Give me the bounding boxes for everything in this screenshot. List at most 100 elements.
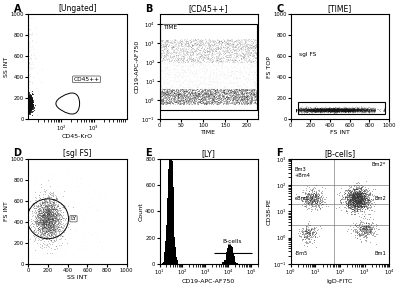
Point (25, 25, 32, 29)
Point (25, 53, 32, 58)
Point (334, 109, 340, 113)
Point (198, 37, 204, 42)
Point (192, 92, 198, 97)
Point (25, 65, 32, 69)
Point (322, 108, 329, 113)
Point (358, 188, 364, 193)
Point (202, 47, 209, 52)
Point (317, 108, 323, 112)
Point (316, 107, 322, 111)
Point (350, 194, 357, 198)
Point (346, 109, 353, 114)
Point (337, 107, 343, 112)
Point (25, 39, 32, 43)
Point (55, 189, 62, 194)
Point (49, 208, 55, 213)
Point (356, 108, 363, 113)
Point (183, 39, 189, 44)
Point (197, 101, 203, 105)
Point (311, 105, 318, 110)
Point (302, 107, 308, 112)
Point (26, 26, 32, 31)
Point (36, 221, 42, 226)
Point (215, 96, 221, 101)
Point (205, 56, 211, 60)
Point (242, 37, 248, 42)
Point (186, 87, 192, 92)
Point (298, 110, 305, 115)
Point (358, 107, 364, 111)
Point (167, 55, 173, 59)
Point (25, 77, 32, 82)
Point (182, 97, 189, 101)
Point (207, 98, 213, 103)
Point (357, 108, 364, 113)
Point (222, 50, 228, 55)
Point (25, 46, 32, 51)
Point (25, 35, 32, 40)
Point (357, 192, 363, 197)
Point (359, 107, 365, 111)
Point (25, 46, 32, 51)
Point (334, 192, 340, 197)
Point (371, 204, 377, 208)
Point (332, 110, 338, 115)
Point (40, 217, 46, 222)
Point (178, 90, 184, 95)
Point (234, 84, 240, 88)
Point (25, 22, 32, 27)
Point (28, 96, 34, 101)
Point (27, 102, 33, 106)
Point (157, 73, 163, 77)
Point (342, 107, 348, 111)
Point (25, 105, 32, 109)
Point (240, 94, 246, 98)
Point (232, 48, 239, 52)
Point (298, 109, 304, 114)
Point (372, 108, 378, 113)
Point (47, 203, 53, 208)
Point (224, 94, 231, 98)
Point (254, 58, 261, 63)
Point (364, 107, 371, 112)
Point (25, 32, 32, 36)
Point (44, 214, 50, 219)
Point (178, 94, 184, 98)
Point (361, 195, 367, 200)
Point (310, 108, 317, 113)
Point (25, 34, 32, 38)
Point (310, 108, 316, 113)
Point (337, 108, 344, 113)
Point (362, 109, 368, 113)
Point (26, 96, 32, 101)
Point (354, 193, 360, 197)
Point (233, 94, 239, 99)
Point (248, 77, 254, 82)
Point (236, 95, 243, 99)
Point (25, 70, 32, 75)
Point (318, 107, 324, 111)
Point (342, 107, 348, 111)
Point (220, 84, 226, 88)
Point (356, 107, 362, 111)
Point (52, 216, 58, 221)
Point (300, 226, 306, 231)
Point (25, 62, 32, 67)
Point (44, 226, 50, 231)
Point (164, 90, 170, 95)
Point (317, 105, 323, 110)
Point (25, 51, 32, 55)
Point (25, 105, 32, 109)
Point (298, 107, 304, 112)
Point (312, 228, 318, 233)
Point (324, 109, 330, 113)
Point (252, 69, 258, 73)
Point (165, 44, 171, 48)
Point (252, 73, 259, 77)
Point (299, 107, 306, 112)
Point (180, 56, 186, 60)
Point (25, 29, 32, 33)
Point (183, 46, 189, 50)
Point (25, 93, 32, 98)
Point (25, 100, 32, 105)
